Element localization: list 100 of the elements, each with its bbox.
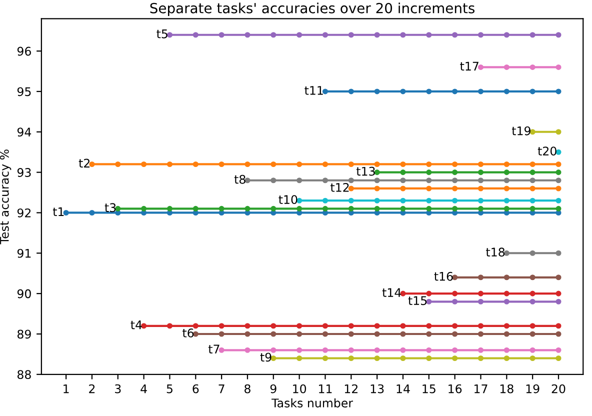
point	[478, 290, 484, 296]
point	[530, 186, 536, 192]
point	[322, 323, 328, 329]
series-label: t4	[130, 320, 142, 330]
y-tick-label: 95	[17, 87, 31, 96]
point	[452, 88, 458, 94]
point	[530, 274, 536, 280]
point	[478, 323, 484, 329]
point	[556, 186, 562, 192]
chart-title: Separate tasks' accuracies over 20 increments	[150, 2, 474, 16]
point	[348, 355, 354, 362]
point	[322, 198, 328, 204]
point	[452, 323, 458, 329]
x-tick-label: 18	[500, 384, 514, 394]
point	[348, 88, 354, 94]
point	[478, 298, 484, 304]
point	[530, 298, 536, 304]
point	[556, 88, 562, 94]
point	[218, 206, 224, 212]
point	[530, 88, 536, 94]
point	[504, 88, 510, 94]
point	[452, 290, 458, 296]
x-tick-label: 16	[448, 384, 462, 394]
point	[530, 198, 536, 204]
point	[504, 274, 510, 280]
point	[426, 32, 432, 38]
point	[400, 206, 406, 212]
point	[166, 323, 173, 329]
point	[556, 298, 562, 304]
series-label: t2	[78, 158, 90, 168]
point	[296, 178, 302, 184]
point	[296, 347, 302, 353]
series-label: t9	[260, 352, 272, 362]
point	[556, 355, 562, 362]
point	[270, 178, 276, 184]
point	[504, 323, 510, 329]
point	[218, 331, 224, 337]
point	[400, 198, 406, 204]
point	[348, 323, 354, 329]
point	[504, 161, 510, 168]
series-label: t20	[538, 146, 556, 156]
point	[192, 323, 198, 329]
point	[452, 186, 458, 192]
point	[348, 178, 354, 184]
point	[400, 170, 406, 176]
point	[426, 290, 432, 296]
point	[478, 88, 484, 94]
x-tick-label: 3	[115, 384, 121, 394]
x-tick-label: 12	[344, 384, 358, 394]
point	[322, 347, 328, 353]
point	[452, 206, 458, 212]
series-label: t6	[182, 328, 194, 338]
point	[530, 355, 536, 362]
point	[426, 88, 432, 94]
point	[270, 161, 276, 168]
point	[556, 161, 562, 168]
x-tick-label: 2	[89, 384, 95, 394]
point	[452, 298, 458, 304]
y-axis-title: Test accuracy %	[0, 150, 12, 244]
point	[426, 186, 432, 192]
point	[400, 331, 406, 337]
point	[244, 161, 250, 168]
series-label: t12	[330, 182, 349, 192]
point	[426, 298, 432, 304]
point	[452, 178, 458, 184]
series-label: t15	[408, 296, 427, 306]
point	[556, 129, 562, 135]
x-tick-label: 4	[140, 384, 147, 394]
point	[478, 274, 484, 280]
x-tick-label: 13	[370, 384, 384, 394]
point	[166, 161, 173, 168]
point	[374, 32, 380, 38]
series-label: t19	[512, 126, 530, 136]
point	[348, 347, 354, 353]
point	[556, 198, 562, 204]
point	[426, 323, 432, 329]
point	[530, 206, 536, 212]
y-tick-label: 89	[17, 330, 31, 339]
point	[322, 32, 328, 38]
point	[192, 32, 198, 38]
point	[452, 161, 458, 168]
series-label: t1	[52, 207, 64, 216]
point	[115, 161, 121, 168]
point	[322, 206, 328, 212]
point	[426, 178, 432, 184]
point	[504, 347, 510, 353]
x-axis-title: Tasks number	[272, 398, 354, 408]
point	[270, 347, 276, 353]
x-tick-label: 14	[396, 384, 410, 394]
y-tick-label: 90	[17, 289, 31, 298]
series-label: t11	[304, 86, 323, 95]
x-tick-label: 17	[474, 384, 488, 394]
series-label: t8	[234, 174, 246, 184]
point	[244, 331, 250, 337]
point	[504, 290, 510, 296]
point	[452, 170, 458, 176]
point	[530, 347, 536, 353]
point	[426, 206, 432, 212]
point	[530, 170, 536, 176]
point	[218, 161, 224, 168]
